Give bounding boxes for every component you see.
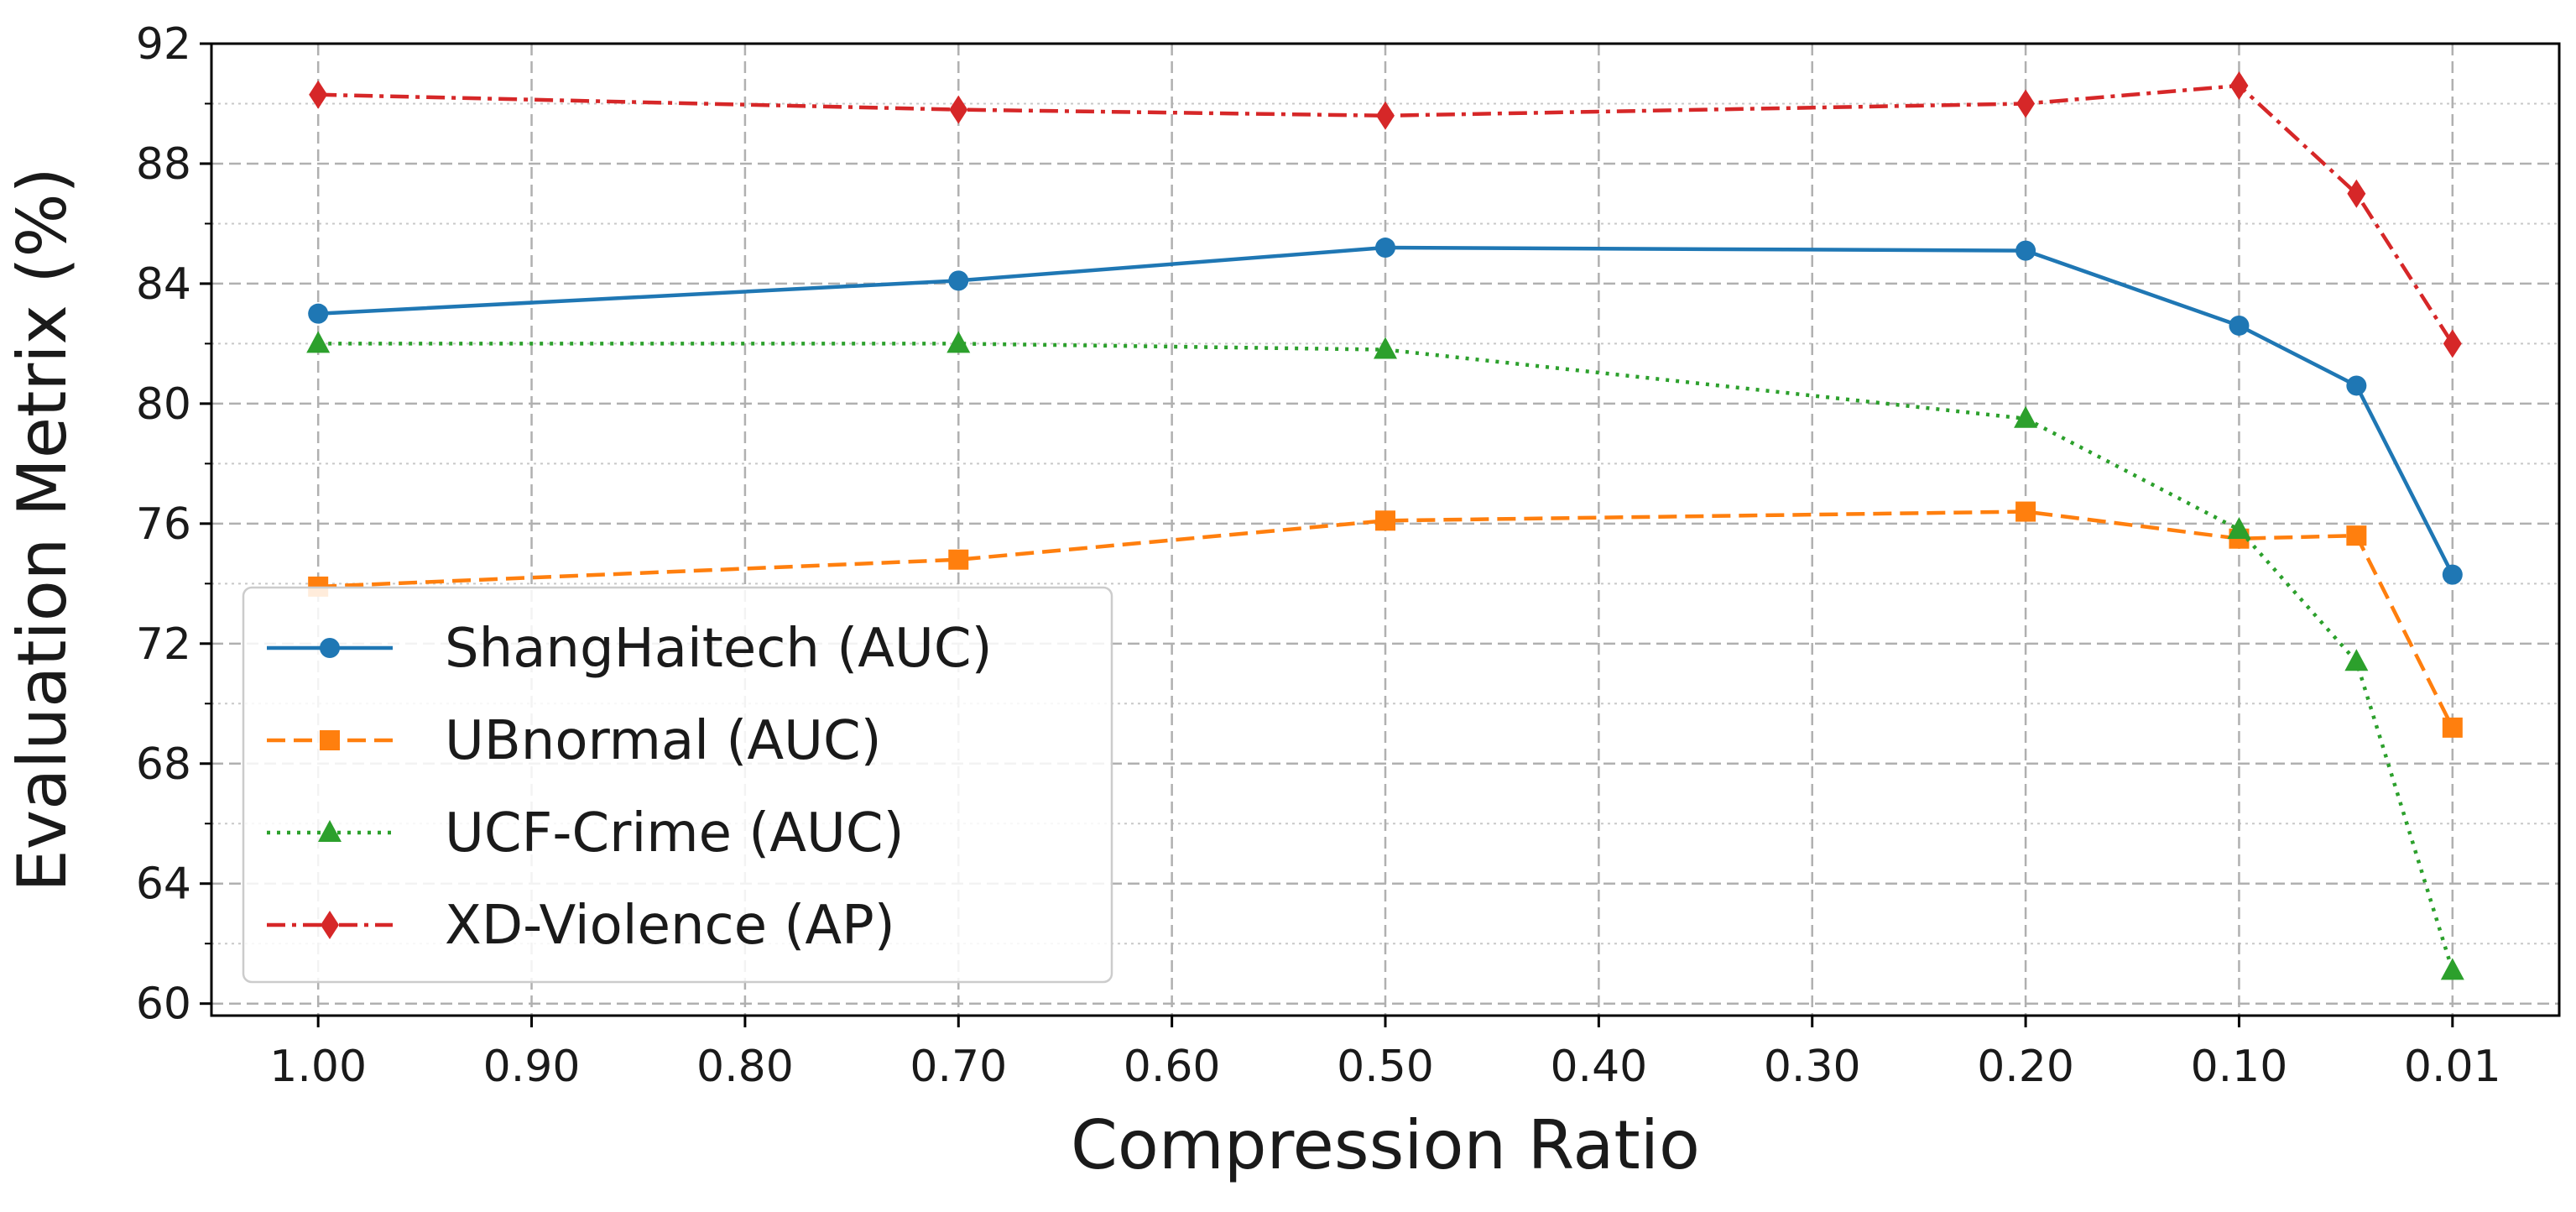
legend-box	[242, 586, 1113, 984]
data-point-ubnormal-auc	[2346, 525, 2367, 546]
x-tick-label: 0.40	[1550, 1042, 1647, 1092]
data-point-ubnormal-auc	[948, 549, 969, 570]
legend-label-ucf-crime-auc: UCF-Crime (AUC)	[445, 802, 905, 865]
data-point-shanghaitech-auc	[308, 303, 329, 324]
data-point-xd-violence-ap	[2443, 329, 2462, 358]
data-point-ucf-crime-auc	[1374, 337, 1397, 359]
x-axis-title: Compression Ratio	[1071, 1106, 1700, 1184]
y-tick-label: 72	[136, 619, 191, 670]
data-point-xd-violence-ap	[1376, 101, 1395, 130]
y-tick-label: 60	[136, 980, 191, 1030]
data-point-shanghaitech-auc	[2229, 315, 2250, 336]
legend-marker-ubnormal-auc	[320, 730, 340, 750]
x-tick-label: 0.80	[696, 1042, 794, 1092]
y-tick-label: 80	[136, 379, 191, 430]
x-tick-label: 0.20	[1977, 1042, 2074, 1092]
y-tick-label: 64	[136, 859, 191, 910]
legend-label-xd-violence-ap: XD-Violence (AP)	[445, 895, 895, 957]
data-point-ucf-crime-auc	[306, 331, 331, 353]
data-point-ubnormal-auc	[2015, 501, 2036, 522]
legend-marker-ucf-crime-auc	[318, 820, 342, 842]
legend-label-shanghaitech-auc: ShangHaitech (AUC)	[445, 618, 993, 680]
y-tick-label: 68	[136, 739, 191, 790]
data-point-ucf-crime-auc	[2014, 405, 2038, 428]
series-ucf-crime-auc	[306, 331, 2464, 980]
y-tick-label: 88	[136, 139, 191, 190]
data-point-xd-violence-ap	[2229, 71, 2249, 101]
legend-marker-xd-violence-ap	[321, 911, 339, 939]
y-tick-label: 92	[136, 19, 191, 70]
y-axis-title: Evaluation Metrix (%)	[3, 167, 81, 891]
legend-marker-shanghaitech-auc	[320, 638, 340, 658]
x-tick-label: 0.10	[2191, 1042, 2288, 1092]
data-point-xd-violence-ap	[309, 80, 328, 109]
data-point-ubnormal-auc	[2442, 717, 2463, 738]
x-tick-label: 0.60	[1124, 1042, 1221, 1092]
data-point-shanghaitech-auc	[948, 270, 969, 291]
x-tick-label: 0.30	[1764, 1042, 1861, 1092]
data-point-shanghaitech-auc	[2015, 240, 2036, 261]
legend-label-ubnormal-auc: UBnormal (AUC)	[445, 710, 882, 772]
legend: ShangHaitech (AUC) UBnormal (AUC) UCF-Crim…	[242, 586, 1113, 984]
data-point-shanghaitech-auc	[2442, 564, 2463, 585]
y-tick-label: 84	[136, 259, 191, 310]
data-point-ucf-crime-auc	[2227, 517, 2251, 539]
x-tick-label: 0.90	[483, 1042, 581, 1092]
x-tick-label: 1.00	[269, 1042, 367, 1092]
data-point-shanghaitech-auc	[1375, 238, 1395, 259]
x-tick-label: 0.50	[1337, 1042, 1434, 1092]
axis-ticks: 1.00 0.90 0.80 0.70 0.60 0.50 0.40 0.30 0.20 0.10…	[136, 19, 2501, 1092]
series-shanghaitech-auc	[308, 238, 2463, 585]
data-point-ucf-crime-auc	[2440, 958, 2464, 980]
data-point-xd-violence-ap	[2016, 89, 2036, 118]
y-tick-label: 76	[136, 499, 191, 550]
x-tick-label: 0.01	[2404, 1042, 2501, 1092]
data-point-xd-violence-ap	[2347, 179, 2366, 208]
series-xd-violence-ap	[309, 71, 2462, 358]
x-tick-label: 0.70	[910, 1042, 1007, 1092]
data-point-shanghaitech-auc	[2346, 375, 2367, 396]
data-point-xd-violence-ap	[949, 95, 968, 124]
data-point-ucf-crime-auc	[946, 331, 971, 353]
data-point-ubnormal-auc	[1375, 510, 1395, 531]
data-point-ucf-crime-auc	[2344, 649, 2369, 671]
